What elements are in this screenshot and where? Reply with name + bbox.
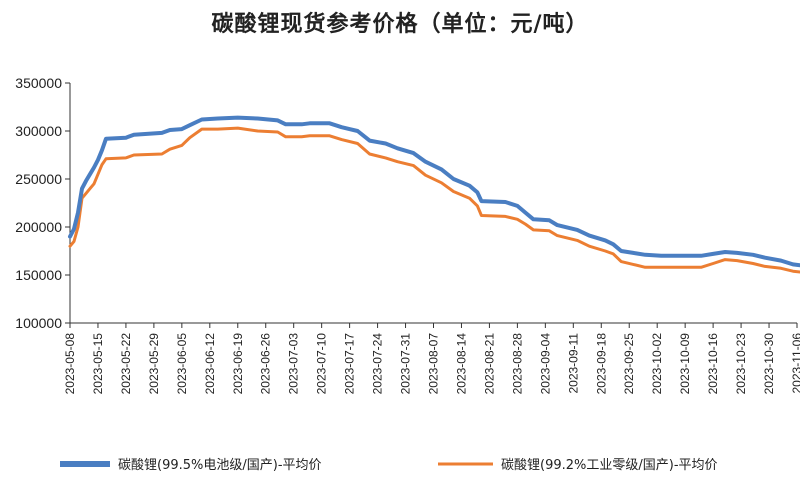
series-line-industrial-grade [68, 126, 800, 274]
x-tick-label: 2023-10-30 [762, 333, 776, 395]
x-tick-label: 2023-08-21 [482, 333, 496, 395]
x-tick-label: 2023-10-16 [706, 333, 720, 395]
legend-item-industrial-grade: 碳酸锂(99.2%工业零级/国产)-平均价 [438, 458, 718, 473]
series-lines [68, 115, 800, 274]
legend-item-battery-grade: 碳酸锂(99.5%电池级/国产)-平均价 [60, 458, 322, 473]
x-tick-label: 2023-07-03 [287, 333, 301, 395]
y-tick-label: 250000 [15, 171, 62, 187]
x-tick-label: 2023-08-28 [510, 333, 524, 395]
x-tick-label: 2023-09-04 [538, 333, 552, 395]
x-tick-label: 2023-05-22 [119, 333, 133, 395]
y-tick-label: 350000 [15, 75, 62, 91]
y-axis-ticks: 350000 300000 250000 200000 150000 100000 [15, 75, 70, 331]
x-tick-label: 2023-05-29 [147, 333, 161, 395]
series-line-battery-grade [68, 115, 800, 268]
x-tick-label: 2023-06-05 [175, 333, 189, 395]
axes [69, 83, 797, 324]
x-axis-ticks: 2023-05-08 2023-05-15 2023-05-22 2023-05-29… [63, 323, 800, 394]
x-tick-label: 2023-08-07 [427, 333, 441, 395]
x-tick-label: 2023-07-24 [371, 333, 385, 395]
legend: 碳酸锂(99.5%电池级/国产)-平均价 碳酸锂(99.2%工业零级/国产)-平均… [60, 458, 718, 473]
x-tick-label: 2023-09-11 [566, 333, 580, 394]
y-tick-label: 150000 [15, 267, 62, 283]
x-tick-label: 2023-10-02 [650, 333, 664, 395]
x-tick-label: 2023-06-19 [231, 333, 245, 395]
x-tick-label: 2023-07-31 [399, 333, 413, 395]
x-tick-label: 2023-05-15 [91, 333, 105, 395]
y-tick-label: 200000 [15, 219, 62, 235]
y-tick-label: 300000 [15, 123, 62, 139]
x-tick-label: 2023-09-18 [594, 333, 608, 395]
x-tick-label: 2023-07-10 [315, 333, 329, 395]
legend-label: 碳酸锂(99.5%电池级/国产)-平均价 [118, 458, 322, 473]
x-tick-label: 2023-05-08 [63, 333, 77, 395]
x-tick-label: 2023-11-06 [790, 333, 800, 394]
x-tick-label: 2023-06-12 [203, 333, 217, 395]
x-tick-label: 2023-06-26 [259, 333, 273, 395]
x-tick-label: 2023-10-09 [678, 333, 692, 395]
y-tick-label: 100000 [15, 315, 62, 331]
x-tick-label: 2023-09-25 [622, 333, 636, 395]
x-tick-label: 2023-10-23 [734, 333, 748, 395]
legend-label: 碳酸锂(99.2%工业零级/国产)-平均价 [501, 458, 718, 473]
x-tick-label: 2023-07-17 [343, 333, 357, 395]
chart-title: 碳酸锂现货参考价格（单位：元/吨） [211, 11, 589, 37]
x-tick-label: 2023-08-14 [454, 333, 468, 395]
